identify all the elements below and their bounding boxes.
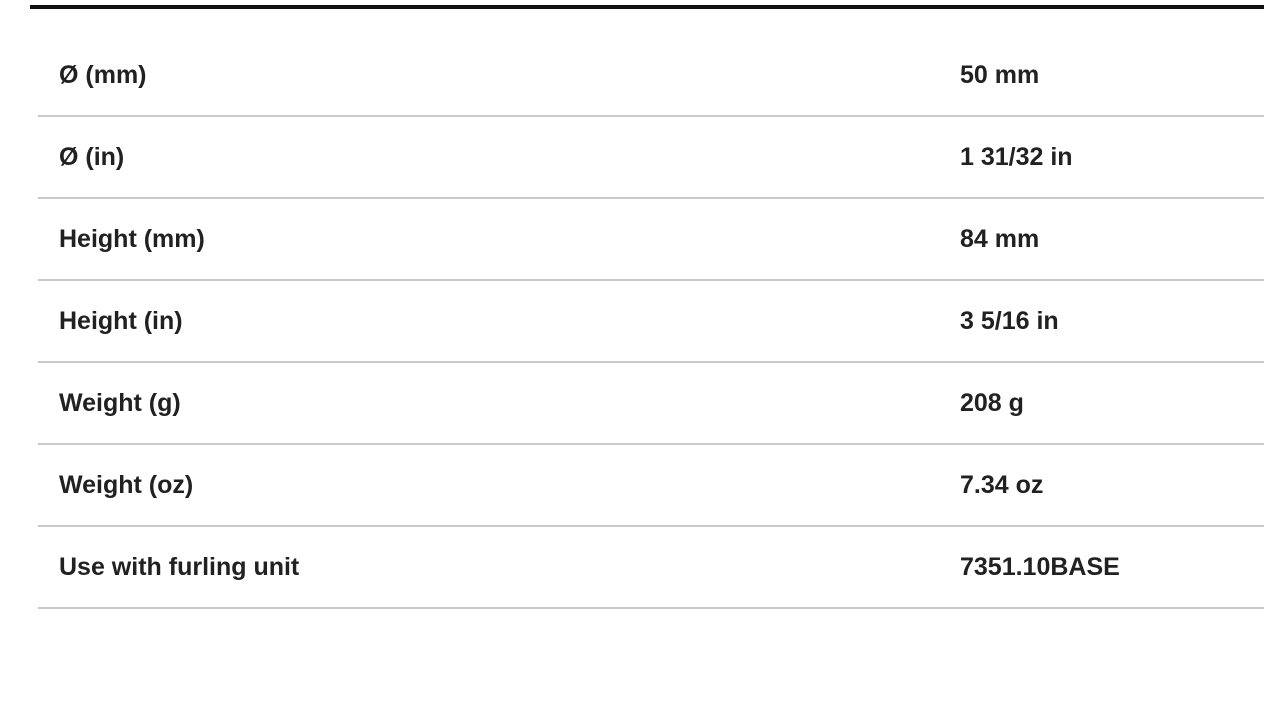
- spec-label: Weight (oz): [59, 471, 194, 499]
- spec-row: Weight (g) 208 g: [38, 363, 1264, 445]
- spec-label: Use with furling unit: [59, 553, 300, 581]
- spec-label: Height (in): [59, 307, 183, 335]
- spec-row: Ø (in) 1 31/32 in: [38, 117, 1264, 199]
- spec-label: Ø (in): [59, 143, 125, 171]
- spec-table: Ø (mm) 50 mm Ø (in) 1 31/32 in Height (m…: [38, 35, 1264, 609]
- spec-row: Height (in) 3 5/16 in: [38, 281, 1264, 363]
- spec-value: 7.34 oz: [960, 471, 1044, 499]
- spec-value: 208 g: [960, 389, 1024, 417]
- spec-value: 3 5/16 in: [960, 307, 1059, 335]
- spec-label: Ø (mm): [59, 61, 147, 89]
- spec-row: Ø (mm) 50 mm: [38, 35, 1264, 117]
- spec-value: 1 31/32 in: [960, 143, 1073, 171]
- spec-label: Height (mm): [59, 225, 205, 253]
- spec-label: Weight (g): [59, 389, 181, 417]
- spec-row: Weight (oz) 7.34 oz: [38, 445, 1264, 527]
- spec-value: 50 mm: [960, 61, 1040, 89]
- spec-row: Use with furling unit 7351.10BASE: [38, 527, 1264, 609]
- spec-value: 7351.10BASE: [960, 553, 1120, 581]
- spec-value: 84 mm: [960, 225, 1040, 253]
- spec-row: Height (mm) 84 mm: [38, 199, 1264, 281]
- top-rule: [30, 5, 1264, 9]
